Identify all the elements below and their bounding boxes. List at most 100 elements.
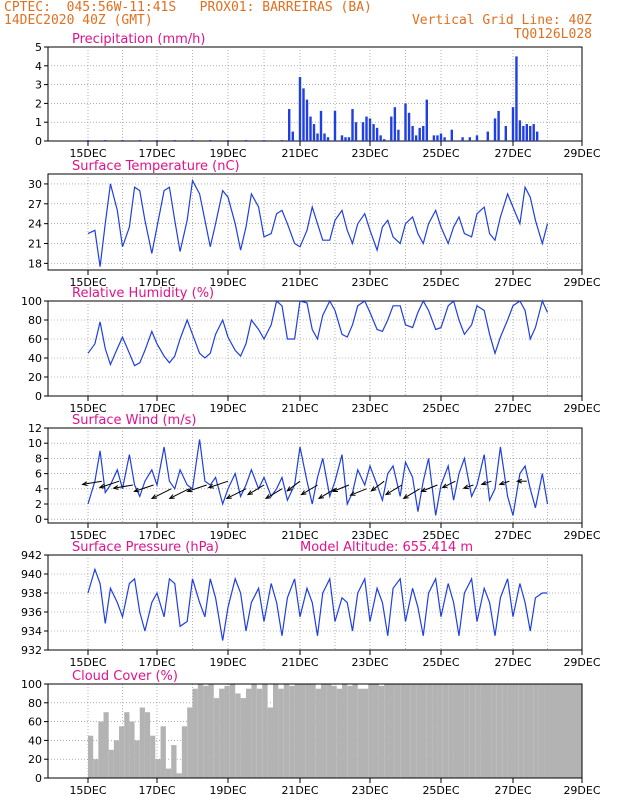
pressure-xtick-label: 23DEC [351, 656, 388, 669]
cloud-column [134, 740, 140, 778]
cloud-column [213, 698, 220, 778]
temp-xtick-label: 17DEC [138, 276, 175, 289]
pressure-ytick-label: 934 [21, 625, 42, 638]
pressure-ytick-label: 938 [21, 587, 42, 600]
wind-arrow-head [112, 485, 119, 490]
precip-bar [344, 137, 347, 141]
wind-arrow [134, 484, 154, 492]
cloud-column [108, 749, 114, 778]
wind-arrow-head [98, 483, 105, 489]
precip-bar [422, 125, 425, 141]
cloud-column [513, 684, 519, 778]
pressure-ytick-label: 932 [21, 644, 42, 657]
wind-arrow-head [207, 483, 214, 489]
wind-arrow [208, 480, 229, 489]
cloud-ytick-label: 60 [28, 716, 42, 729]
pressure-xtick-label: 27DEC [494, 656, 531, 669]
precip-bar [361, 122, 365, 141]
rh-frame [47, 300, 583, 397]
cloud-column [310, 684, 316, 778]
cloud-title: Cloud Cover (%) [72, 669, 178, 684]
rh-ytick-label: 80 [28, 314, 42, 327]
cloud-column [378, 685, 385, 778]
cloud-column [192, 688, 198, 778]
pressure-annotation: Model Altitude: 655.414 m [300, 540, 473, 555]
cloud-column [405, 684, 411, 778]
precip-bar [138, 140, 141, 141]
pressure-ytick-label: 940 [21, 568, 42, 581]
cloud-column [544, 684, 548, 778]
precip-bar [439, 133, 443, 141]
cloud-column [229, 684, 236, 778]
wind-xtick-label: 25DEC [422, 529, 459, 542]
cloud-column [523, 684, 529, 778]
cloud-column [155, 759, 161, 778]
cloud-column [342, 684, 348, 778]
precip-bar [443, 137, 446, 141]
wind-arrow-head [480, 480, 487, 486]
cloud-xtick-label: 27DEC [494, 784, 531, 797]
precip-bar [393, 107, 397, 141]
wind-ytick-label: 0 [35, 513, 42, 526]
cloud-column [496, 684, 503, 778]
cloud-column [103, 712, 109, 778]
wind-xtick-label: 19DEC [209, 529, 246, 542]
precip-bar [226, 140, 230, 141]
temp-ytick-label: 30 [28, 178, 42, 191]
wind-arrow [499, 480, 510, 485]
wind-ytick-label: 4 [35, 483, 42, 496]
precip-bar [347, 137, 351, 141]
precip-bar [497, 110, 500, 141]
wind-arrow-head [349, 491, 356, 496]
wind-arrow-head [186, 487, 193, 493]
temp-xtick-label: 29DEC [563, 276, 600, 289]
precip-xtick-label: 17DEC [138, 147, 175, 160]
cloud-column [416, 684, 422, 778]
precip-ytick-label: 2 [35, 97, 42, 110]
cloud-column [289, 685, 295, 778]
rh-ytick-label: 100 [21, 295, 42, 308]
cloud-column [363, 688, 369, 778]
precip-bar [309, 116, 312, 141]
wind-arrow [99, 480, 120, 489]
precip-bar [414, 135, 418, 141]
cloud-column [119, 726, 125, 778]
cloud-column [294, 684, 300, 778]
wind-arrow-head [81, 481, 88, 487]
pressure-xtick-label: 21DEC [281, 656, 318, 669]
cloud-column [538, 684, 545, 778]
cloud-column [165, 768, 172, 778]
precip-bar [323, 133, 326, 141]
wind-xtick-label: 29DEC [563, 529, 600, 542]
precip-bar [468, 137, 471, 141]
cloud-column [197, 684, 204, 778]
cloud-column [93, 759, 99, 778]
cloud-column [187, 707, 193, 778]
cloud-column [336, 688, 342, 778]
rh-ytick-label: 60 [28, 333, 42, 346]
cloud-column [219, 688, 225, 778]
precip-bar [316, 133, 319, 141]
precip-title: Precipitation (mm/h) [72, 32, 205, 47]
precip-bar [522, 125, 525, 141]
precip-bar [104, 140, 107, 141]
precip-bar [532, 124, 535, 141]
precip-bar [404, 103, 407, 141]
precip-xtick-label: 15DEC [69, 147, 106, 160]
wind-arrow-head [370, 486, 377, 492]
temp-xtick-label: 27DEC [494, 276, 531, 289]
precip-ytick-label: 3 [35, 79, 42, 92]
cloud-column [373, 684, 379, 778]
precip-bar [280, 140, 284, 141]
precip-xtick-label: 23DEC [351, 147, 388, 160]
cloud-column [518, 684, 524, 778]
cloud-column [283, 684, 290, 778]
cloud-column [410, 684, 417, 778]
wind-arrow-head [168, 494, 175, 499]
wind-arrow-head [246, 490, 254, 496]
cloud-column [150, 735, 156, 778]
wind-arrow [463, 484, 474, 489]
wind-arrow [187, 484, 207, 492]
wind-arrow [481, 480, 492, 485]
